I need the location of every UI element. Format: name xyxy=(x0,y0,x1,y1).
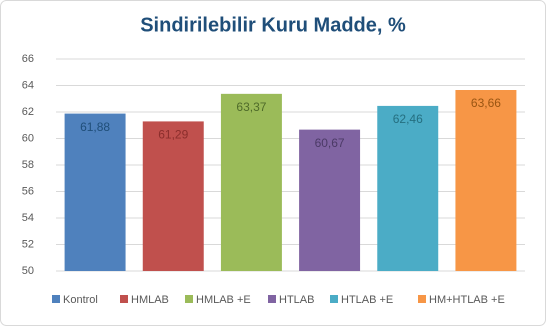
data-label: 63,66 xyxy=(471,96,501,110)
chart-title: Sindirilebilir Kuru Madde, % xyxy=(140,14,406,36)
bar xyxy=(455,90,517,271)
bar xyxy=(299,129,361,271)
legend-label: HM+HTLAB +E xyxy=(429,294,505,306)
data-label: 60,67 xyxy=(315,136,345,150)
legend-label: HMLAB +E xyxy=(196,294,251,306)
bar xyxy=(377,105,439,271)
data-label: 62,46 xyxy=(393,112,423,126)
y-tick-label: 56 xyxy=(22,185,34,197)
legend-swatch xyxy=(330,295,338,303)
y-tick-label: 58 xyxy=(22,159,34,171)
legend-label: HTLAB xyxy=(279,294,314,306)
y-tick-label: 54 xyxy=(22,212,34,224)
y-tick-label: 50 xyxy=(22,265,34,277)
bar xyxy=(64,113,126,271)
legend-swatch xyxy=(268,295,276,303)
y-tick-label: 66 xyxy=(22,53,34,65)
legend-swatch xyxy=(185,295,193,303)
y-tick-label: 60 xyxy=(22,132,34,144)
legend-swatch xyxy=(418,295,426,303)
legend-label: HTLAB +E xyxy=(341,294,393,306)
data-label: 63,37 xyxy=(236,100,266,114)
data-label: 61,29 xyxy=(158,128,188,142)
bar xyxy=(220,93,282,271)
y-tick-label: 52 xyxy=(22,238,34,250)
legend-swatch xyxy=(52,295,60,303)
legend-swatch xyxy=(120,295,128,303)
y-tick-label: 62 xyxy=(22,106,34,118)
y-tick-label: 64 xyxy=(22,79,34,91)
bar xyxy=(142,121,204,271)
legend-label: Kontrol xyxy=(63,294,98,306)
legend-label: HMLAB xyxy=(131,294,169,306)
data-label: 61,88 xyxy=(80,120,110,134)
